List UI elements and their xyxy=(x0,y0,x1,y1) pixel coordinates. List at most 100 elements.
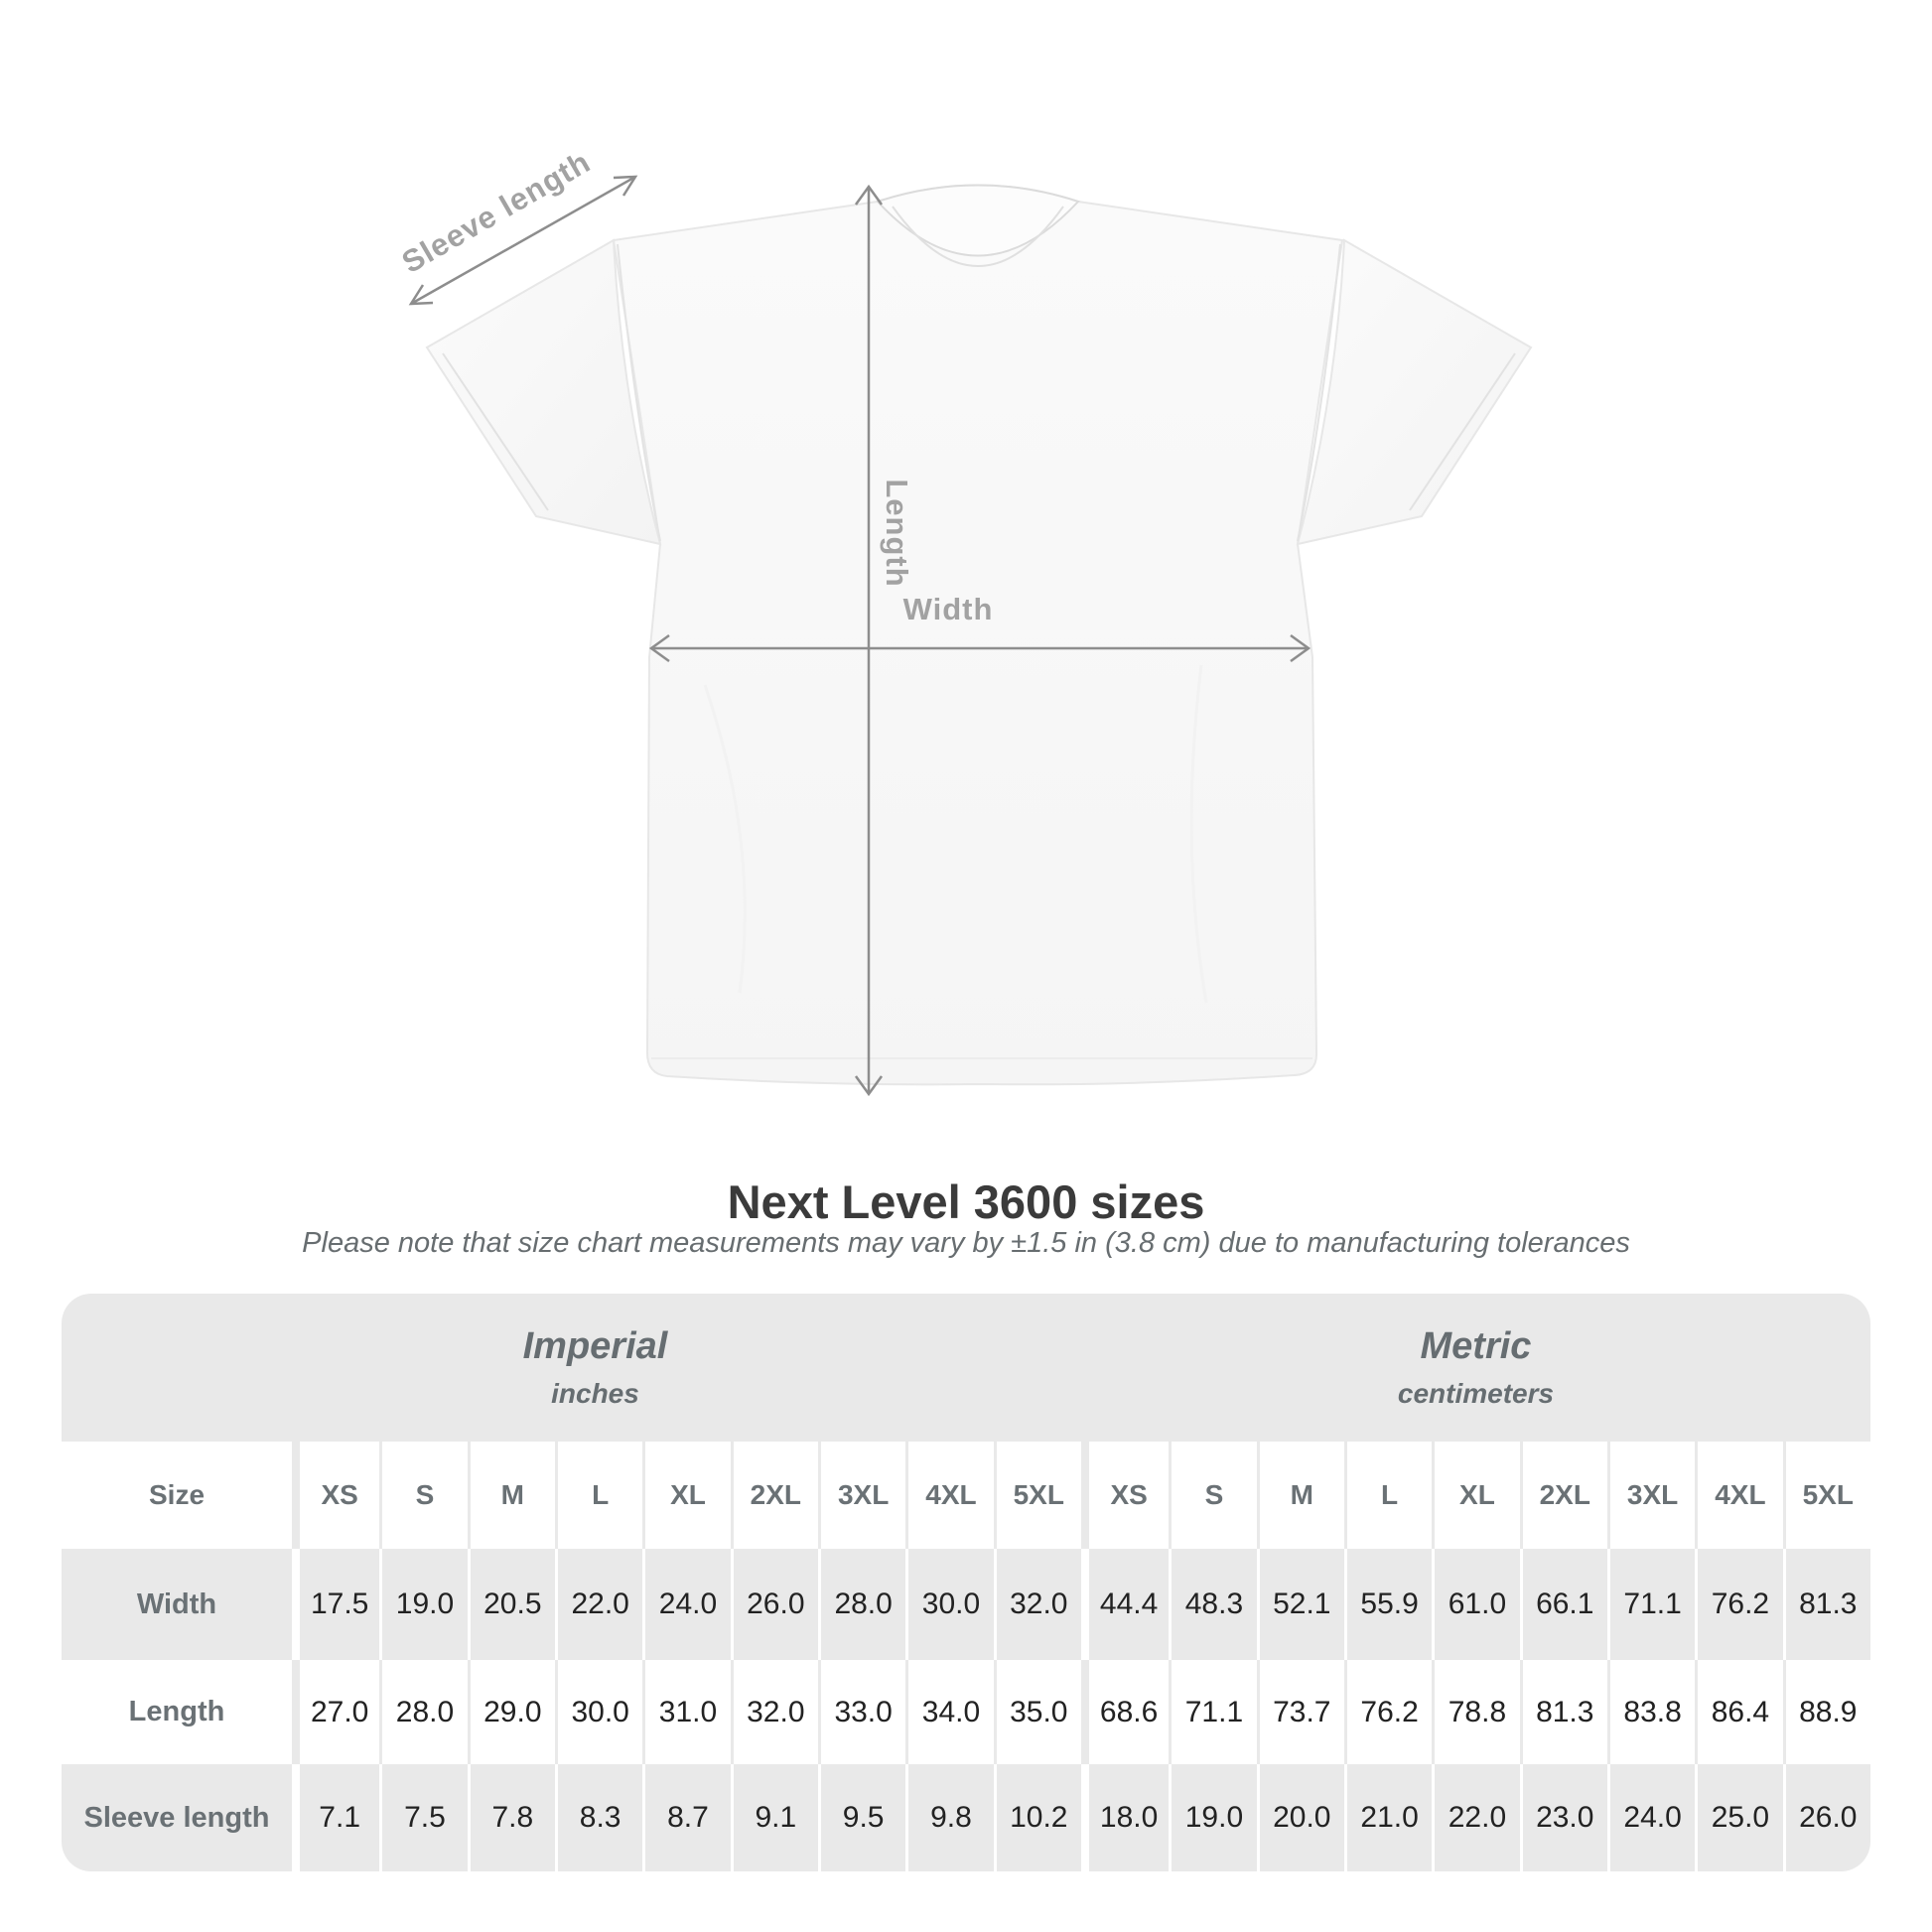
value-cell: 29.0 xyxy=(467,1660,555,1764)
width-label: Width xyxy=(902,592,994,626)
imperial-unit-label: inches xyxy=(551,1378,639,1409)
sleeve-arrowhead-lower xyxy=(408,284,434,306)
value-cell: 8.7 xyxy=(642,1764,731,1871)
value-cell: 8.3 xyxy=(554,1764,643,1871)
value-cell: 83.8 xyxy=(1606,1660,1696,1764)
right-armhole-seam xyxy=(1297,243,1341,542)
value-cell: 55.9 xyxy=(1343,1549,1433,1660)
size-col-header-imperial-m: M xyxy=(467,1442,555,1549)
size-col-header-metric-2xl: 2XL xyxy=(1519,1442,1607,1549)
size-col-header-imperial-2xl: 2XL xyxy=(730,1442,818,1549)
right-cuff-seam xyxy=(1409,352,1516,511)
size-chart-table: Imperial inches Metric centimeters Size … xyxy=(62,1294,1870,1871)
sleeve-length-arrow xyxy=(410,175,636,306)
value-cell: 25.0 xyxy=(1695,1764,1783,1871)
tshirt-measurement-diagram: Sleeve length Length Width xyxy=(396,144,1533,1097)
width-arrowhead-right xyxy=(1290,633,1311,663)
tshirt-illustration xyxy=(408,175,1533,1097)
value-cell: 9.5 xyxy=(817,1764,906,1871)
imperial-label: Imperial xyxy=(522,1325,668,1367)
length-label: Length xyxy=(880,479,914,588)
size-col-header-imperial-4xl: 4XL xyxy=(905,1442,994,1549)
value-cell: 17.5 xyxy=(292,1549,380,1660)
value-cell: 66.1 xyxy=(1519,1549,1607,1660)
value-cell: 20.0 xyxy=(1256,1764,1344,1871)
left-cuff-seam xyxy=(442,352,549,511)
value-cell: 34.0 xyxy=(905,1660,994,1764)
value-cell: 81.3 xyxy=(1519,1660,1607,1764)
value-cell: 48.3 xyxy=(1169,1549,1257,1660)
size-col-header-metric-xs: XS xyxy=(1080,1442,1170,1549)
value-cell: 28.0 xyxy=(817,1549,906,1660)
value-cell: 35.0 xyxy=(993,1660,1081,1764)
value-cell: 10.2 xyxy=(993,1764,1081,1871)
value-cell: 9.8 xyxy=(905,1764,994,1871)
metric-unit-label: centimeters xyxy=(1397,1378,1555,1409)
size-col-header-imperial-l: L xyxy=(554,1442,643,1549)
value-cell: 88.9 xyxy=(1782,1660,1870,1764)
value-cell: 71.1 xyxy=(1606,1549,1696,1660)
size-col-header-metric-m: M xyxy=(1256,1442,1344,1549)
measurement-row-sleeve-length: Sleeve length 7.1 7.5 7.8 8.3 8.7 9.1 9.5 9.8 10.… xyxy=(62,1764,1870,1871)
size-col-header-metric-3xl: 3XL xyxy=(1606,1442,1696,1549)
size-col-header-metric-5xl: 5XL xyxy=(1782,1442,1870,1549)
value-cell: 19.0 xyxy=(1169,1764,1257,1871)
value-cell: 78.8 xyxy=(1432,1660,1520,1764)
metric-header: Metric centimeters xyxy=(1080,1294,1870,1442)
sleeve-arrowhead-upper xyxy=(613,175,638,197)
value-cell: 24.0 xyxy=(642,1549,731,1660)
value-cell: 18.0 xyxy=(1080,1764,1170,1871)
tshirt-left-sleeve xyxy=(425,238,662,546)
value-cell: 27.0 xyxy=(292,1660,380,1764)
value-cell: 81.3 xyxy=(1782,1549,1870,1660)
value-cell: 7.1 xyxy=(292,1764,380,1871)
value-cell: 32.0 xyxy=(993,1549,1081,1660)
size-col-header-imperial-5xl: 5XL xyxy=(993,1442,1081,1549)
wrinkle-line xyxy=(1189,664,1208,1004)
size-header-row: Size XS S M L XL 2XL 3XL 4XL 5XL XS S M L XL 2XL 3XL 4XL… xyxy=(62,1442,1870,1549)
value-cell: 71.1 xyxy=(1169,1660,1257,1764)
size-col-header-metric-4xl: 4XL xyxy=(1695,1442,1783,1549)
width-arrowhead-left xyxy=(648,633,670,663)
value-cell: 33.0 xyxy=(817,1660,906,1764)
value-cell: 28.0 xyxy=(379,1660,468,1764)
value-cell: 52.1 xyxy=(1256,1549,1344,1660)
tolerance-note: Please note that size chart measurements… xyxy=(302,1227,1630,1259)
size-col-header-imperial-3xl: 3XL xyxy=(817,1442,906,1549)
value-cell: 24.0 xyxy=(1606,1764,1696,1871)
value-cell: 68.6 xyxy=(1080,1660,1170,1764)
value-cell: 76.2 xyxy=(1343,1660,1433,1764)
measurement-row-width: Width 17.5 19.0 20.5 22.0 24.0 26.0 28.0 30.0 32.… xyxy=(62,1549,1870,1660)
size-col-header-metric-s: S xyxy=(1169,1442,1257,1549)
tshirt-body xyxy=(612,184,1344,1086)
collar-band xyxy=(876,184,1080,257)
value-cell: 9.1 xyxy=(730,1764,818,1871)
value-cell: 86.4 xyxy=(1695,1660,1783,1764)
value-cell: 44.4 xyxy=(1080,1549,1170,1660)
size-col-header-metric-xl: XL xyxy=(1432,1442,1520,1549)
value-cell: 26.0 xyxy=(1782,1764,1870,1871)
measurement-row-length: Length 27.0 28.0 29.0 30.0 31.0 32.0 33.0 34.0 35… xyxy=(62,1660,1870,1764)
value-cell: 61.0 xyxy=(1432,1549,1520,1660)
size-col-header-imperial-xs: XS xyxy=(292,1442,380,1549)
value-cell: 32.0 xyxy=(730,1660,818,1764)
value-cell: 26.0 xyxy=(730,1549,818,1660)
metric-label: Metric xyxy=(1420,1325,1532,1367)
size-chart: Imperial inches Metric centimeters Size … xyxy=(62,1294,1870,1871)
size-col-header-imperial-s: S xyxy=(379,1442,468,1549)
page-title: Next Level 3600 sizes xyxy=(727,1175,1205,1228)
size-col-header-metric-l: L xyxy=(1343,1442,1433,1549)
size-col-header-imperial-xl: XL xyxy=(642,1442,731,1549)
value-cell: 73.7 xyxy=(1256,1660,1344,1764)
value-cell: 31.0 xyxy=(642,1660,731,1764)
value-cell: 19.0 xyxy=(379,1549,468,1660)
value-cell: 22.0 xyxy=(1432,1764,1520,1871)
wrinkle-line xyxy=(703,684,747,994)
tshirt-right-sleeve xyxy=(1296,238,1533,546)
value-cell: 7.5 xyxy=(379,1764,468,1871)
unit-header-row: Imperial inches Metric centimeters xyxy=(62,1294,1870,1442)
value-cell: 23.0 xyxy=(1519,1764,1607,1871)
value-cell: 22.0 xyxy=(554,1549,643,1660)
length-arrowhead-bottom xyxy=(854,1075,884,1097)
